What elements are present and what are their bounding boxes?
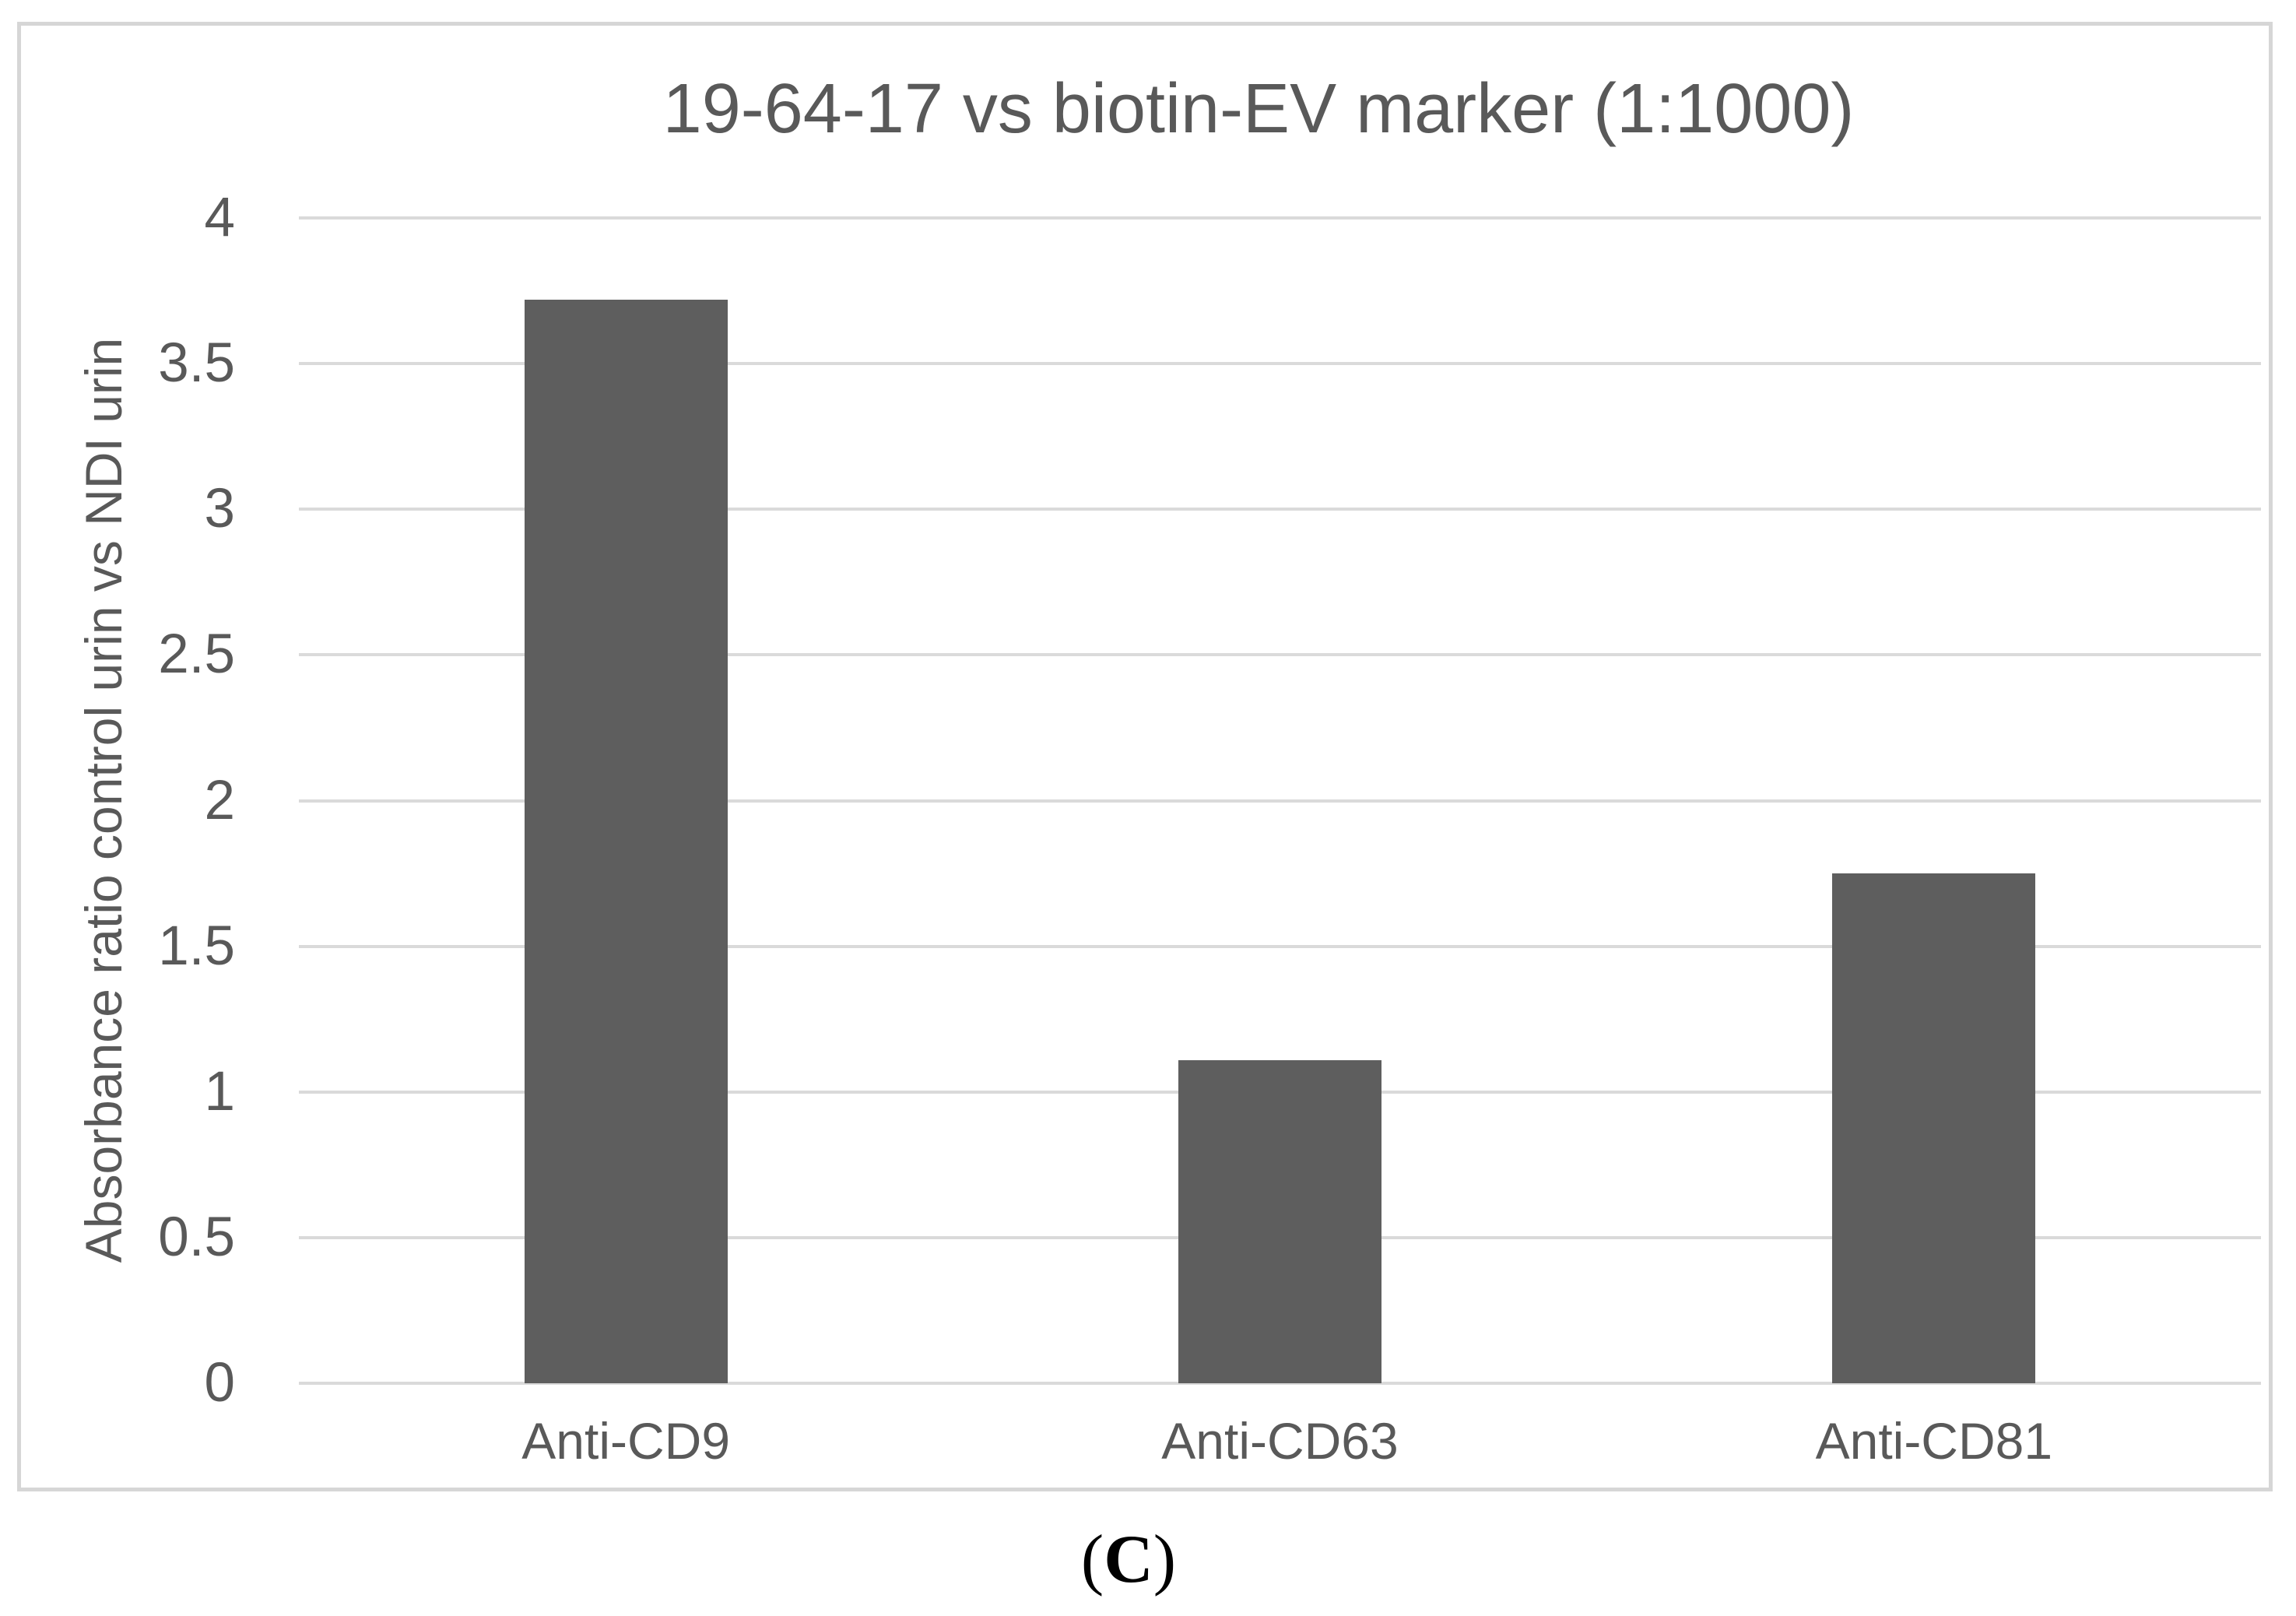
chart-frame: 19-64-17 vs biotin-EV marker (1:1000) Ab… [17,22,2273,1491]
caption-paren-open: ( [1080,1522,1104,1597]
y-tick-label-1.5: 1.5 [158,915,235,977]
x-category-label-anti-cd9: Anti-CD9 [521,1412,731,1470]
y-axis: 0 0.5 1 1.5 2 2.5 3 3.5 4 [21,187,236,1414]
y-tick-label-2.5: 2.5 [158,624,235,686]
figure-caption: (C) [0,1519,2257,1605]
gridline-y-4 [299,216,2261,220]
gridline-y-1.5 [299,944,2261,948]
y-tick-label-0.5: 0.5 [158,1206,235,1268]
caption-paren-close: ) [1153,1522,1177,1597]
gridline-y-2 [299,799,2261,803]
bar-anti-cd81 [1832,873,2036,1383]
plot-area: Anti-CD9 Anti-CD63 Anti-CD81 [299,216,2261,1470]
gridline-y-0 [299,1382,2261,1385]
gridline-y-2.5 [299,653,2261,657]
caption-letter: C [1104,1522,1153,1597]
y-tick-label-4: 4 [204,187,236,248]
x-category-label-anti-cd63: Anti-CD63 [1161,1412,1399,1470]
y-tick-label-3.5: 3.5 [158,332,235,395]
bar-anti-cd63 [1178,1059,1381,1383]
x-category-label-anti-cd81: Anti-CD81 [1815,1412,2053,1470]
bar-anti-cd9 [524,299,728,1383]
chart-title: 19-64-17 vs biotin-EV marker (1:1000) [662,70,1855,148]
y-tick-label-2: 2 [204,769,236,831]
y-tick-label-1: 1 [204,1060,236,1122]
gridline-y-3 [299,508,2261,511]
y-tick-label-0: 0 [204,1352,236,1414]
y-tick-label-3: 3 [204,478,236,540]
gridline-y-3.5 [299,362,2261,366]
